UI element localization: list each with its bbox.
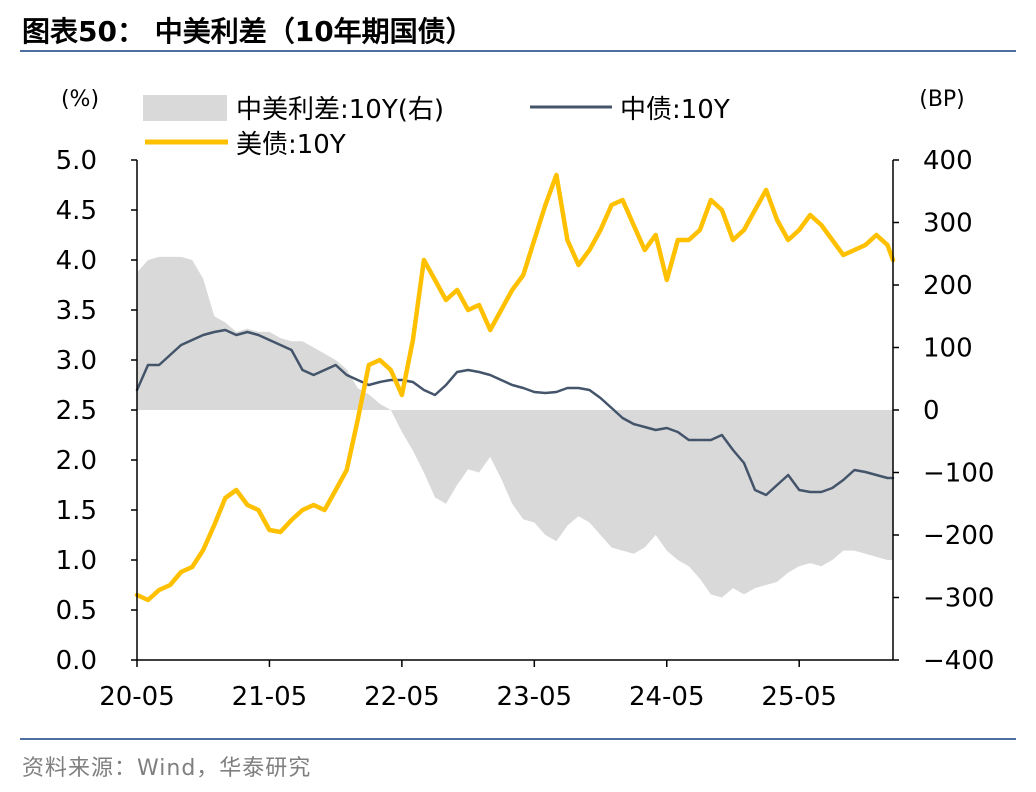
right-axis-unit: (BP)	[919, 87, 965, 112]
lines-layer	[134, 172, 896, 603]
spread-area-layer	[137, 256, 893, 598]
left-tick-label: 3.5	[56, 296, 97, 326]
right-tick-label: 200	[923, 271, 973, 301]
x-tick-label: 21-05	[232, 682, 308, 712]
left-tick-label: 0.0	[56, 646, 97, 676]
legend-label-cn-bond: 中债:10Y	[620, 95, 730, 125]
legend-label-spread: 中美利差:10Y(右)	[236, 95, 444, 125]
top-rule	[20, 50, 1016, 52]
chart-title: 图表50： 中美利差（10年期国债）	[22, 15, 474, 48]
cn-bond-line	[135, 328, 895, 497]
right-tick-label: −200	[923, 521, 994, 551]
x-tick-label: 25-05	[761, 682, 837, 712]
right-tick-label: −400	[923, 646, 994, 676]
x-tick-label: 20-05	[99, 682, 175, 712]
right-tick-label: 0	[923, 396, 940, 426]
left-tick-label: 2.0	[56, 446, 97, 476]
left-tick-label: 2.5	[56, 396, 97, 426]
left-tick-label: 1.5	[56, 496, 97, 526]
bottom-rule	[20, 738, 1016, 740]
right-tick-label: 400	[923, 146, 973, 176]
left-tick-label: 5.0	[56, 146, 97, 176]
axes-layer: 0.0 0.5 1.0 1.5 2.0 2.5 3.0 3.5 4.0 4.5 5.0 (%) −400…	[56, 87, 995, 712]
x-tick-label: 23-05	[497, 682, 573, 712]
left-tick-label: 1.0	[56, 546, 97, 576]
legend-label-us-bond: 美债:10Y	[236, 130, 346, 160]
legend-swatch-spread	[143, 95, 227, 121]
right-tick-label: 300	[923, 209, 973, 239]
legend: 中美利差:10Y(右) 中债:10Y 美债:10Y	[143, 95, 730, 160]
source-note: 资料来源：Wind，华泰研究	[22, 756, 312, 781]
right-tick-label: −300	[923, 584, 994, 614]
left-tick-label: 4.5	[56, 196, 97, 226]
chart: 0.0 0.5 1.0 1.5 2.0 2.5 3.0 3.5 4.0 4.5 5.0 (%) −400…	[56, 87, 995, 712]
right-tick-label: 100	[923, 334, 973, 364]
spread-area	[137, 256, 893, 598]
x-tick-label: 24-05	[629, 682, 705, 712]
left-tick-label: 0.5	[56, 596, 97, 626]
left-tick-label: 3.0	[56, 346, 97, 376]
us-bond-line	[134, 172, 896, 603]
x-tick-label: 22-05	[364, 682, 440, 712]
right-tick-label: −100	[923, 459, 994, 489]
left-tick-label: 4.0	[56, 246, 97, 276]
left-axis-unit: (%)	[61, 87, 99, 112]
